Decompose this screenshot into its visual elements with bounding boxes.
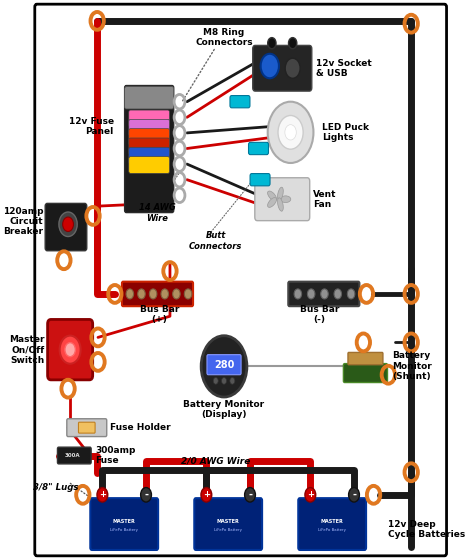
Circle shape — [347, 289, 355, 299]
FancyBboxPatch shape — [57, 447, 91, 464]
Text: LiFePo Battery: LiFePo Battery — [214, 528, 242, 531]
FancyBboxPatch shape — [125, 86, 173, 213]
Circle shape — [289, 38, 297, 49]
FancyBboxPatch shape — [122, 282, 193, 306]
Circle shape — [221, 377, 227, 384]
Text: 12v Deep
Cycle Batteries: 12v Deep Cycle Batteries — [388, 520, 465, 539]
Ellipse shape — [268, 191, 276, 201]
Circle shape — [149, 289, 157, 299]
Circle shape — [268, 102, 313, 163]
FancyBboxPatch shape — [129, 138, 170, 155]
FancyBboxPatch shape — [194, 498, 262, 550]
FancyBboxPatch shape — [298, 498, 366, 550]
Circle shape — [184, 289, 192, 299]
Circle shape — [141, 488, 152, 502]
FancyBboxPatch shape — [35, 4, 447, 556]
FancyBboxPatch shape — [45, 203, 87, 251]
Text: -: - — [248, 490, 252, 500]
Text: Vent
Fan: Vent Fan — [313, 189, 337, 209]
Text: Master
On/Off
Switch: Master On/Off Switch — [9, 335, 45, 365]
Text: MASTER: MASTER — [321, 519, 344, 524]
Circle shape — [60, 335, 81, 363]
Circle shape — [285, 58, 300, 78]
Text: M8 Ring
Connectors: M8 Ring Connectors — [195, 28, 253, 47]
Circle shape — [126, 289, 134, 299]
FancyBboxPatch shape — [129, 157, 170, 174]
Circle shape — [245, 488, 255, 502]
FancyBboxPatch shape — [255, 178, 310, 221]
Text: 3/8" Lugs: 3/8" Lugs — [33, 483, 78, 492]
FancyBboxPatch shape — [230, 96, 250, 108]
Circle shape — [268, 38, 276, 49]
Circle shape — [230, 377, 235, 384]
Circle shape — [201, 488, 212, 502]
Circle shape — [213, 377, 218, 384]
Text: Fuse Holder: Fuse Holder — [109, 423, 170, 432]
Text: Battery Monitor
(Display): Battery Monitor (Display) — [183, 400, 264, 419]
Text: LED Puck
Lights: LED Puck Lights — [322, 123, 369, 142]
FancyBboxPatch shape — [129, 147, 170, 164]
FancyBboxPatch shape — [129, 119, 170, 136]
Ellipse shape — [281, 196, 291, 203]
Text: 120amp
Circuit
Breaker: 120amp Circuit Breaker — [2, 207, 43, 236]
Circle shape — [308, 289, 315, 299]
FancyBboxPatch shape — [348, 352, 383, 365]
Circle shape — [65, 343, 75, 357]
Circle shape — [138, 289, 145, 299]
FancyBboxPatch shape — [129, 129, 170, 146]
Circle shape — [59, 212, 77, 236]
Ellipse shape — [268, 198, 276, 207]
Circle shape — [321, 289, 328, 299]
Circle shape — [201, 336, 247, 397]
FancyBboxPatch shape — [67, 419, 107, 437]
FancyBboxPatch shape — [250, 174, 270, 186]
Text: -: - — [352, 490, 356, 500]
Text: MASTER: MASTER — [113, 519, 136, 524]
Circle shape — [173, 289, 180, 299]
Text: +: + — [99, 491, 106, 500]
Text: Bus Bar
(-): Bus Bar (-) — [300, 305, 339, 324]
Text: 2/0 AWG Wire: 2/0 AWG Wire — [181, 456, 250, 465]
Circle shape — [261, 54, 279, 78]
FancyBboxPatch shape — [248, 142, 268, 155]
Circle shape — [97, 488, 108, 502]
Text: MASTER: MASTER — [217, 519, 239, 524]
Text: +: + — [307, 491, 314, 500]
Text: 280: 280 — [214, 360, 234, 370]
Text: Battery
Monitor
(Shunt): Battery Monitor (Shunt) — [392, 352, 432, 381]
Circle shape — [63, 217, 73, 231]
Text: 300A: 300A — [64, 453, 80, 458]
Circle shape — [305, 488, 316, 502]
FancyBboxPatch shape — [125, 87, 173, 109]
FancyBboxPatch shape — [91, 498, 158, 550]
FancyBboxPatch shape — [343, 363, 387, 382]
Text: LiFePo Battery: LiFePo Battery — [110, 528, 138, 531]
Text: 12v Fuse
Panel: 12v Fuse Panel — [69, 117, 114, 137]
Circle shape — [294, 289, 301, 299]
Text: Butt
Connectors: Butt Connectors — [189, 231, 242, 251]
Text: -: - — [144, 490, 148, 500]
Text: +: + — [203, 491, 210, 500]
FancyBboxPatch shape — [207, 354, 241, 375]
Ellipse shape — [278, 198, 283, 211]
FancyBboxPatch shape — [79, 422, 95, 433]
Ellipse shape — [278, 187, 283, 200]
Circle shape — [285, 125, 296, 140]
Circle shape — [161, 289, 168, 299]
Circle shape — [278, 115, 303, 149]
FancyBboxPatch shape — [129, 110, 170, 127]
Text: LiFePo Battery: LiFePo Battery — [318, 528, 346, 531]
Circle shape — [348, 488, 359, 502]
Text: 12v Socket
& USB: 12v Socket & USB — [316, 59, 371, 78]
Text: Bus Bar
(+): Bus Bar (+) — [140, 305, 179, 324]
FancyBboxPatch shape — [253, 45, 312, 91]
Circle shape — [334, 289, 342, 299]
FancyBboxPatch shape — [288, 282, 359, 306]
Text: 300amp
Fuse: 300amp Fuse — [95, 446, 135, 465]
Text: 14 AWG
Wire: 14 AWG Wire — [139, 203, 176, 223]
FancyBboxPatch shape — [47, 319, 93, 380]
